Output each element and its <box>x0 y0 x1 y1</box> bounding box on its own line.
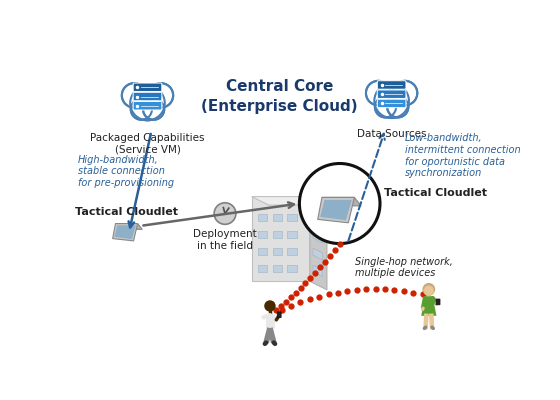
Polygon shape <box>313 231 323 243</box>
FancyBboxPatch shape <box>129 92 166 106</box>
FancyBboxPatch shape <box>133 83 162 92</box>
Circle shape <box>387 96 408 118</box>
Circle shape <box>393 81 417 105</box>
Polygon shape <box>252 197 327 205</box>
FancyBboxPatch shape <box>287 231 297 238</box>
Polygon shape <box>313 248 323 260</box>
Polygon shape <box>114 225 136 239</box>
FancyBboxPatch shape <box>133 102 162 110</box>
Text: Low-bandwidth,
intermittent connection
for oportunistic data
synchronization: Low-bandwidth, intermittent connection f… <box>405 133 520 178</box>
FancyBboxPatch shape <box>133 92 162 101</box>
Circle shape <box>214 203 236 224</box>
FancyBboxPatch shape <box>374 89 410 104</box>
Polygon shape <box>252 197 310 281</box>
Circle shape <box>424 286 434 296</box>
Text: Deployment
in the field: Deployment in the field <box>193 229 257 250</box>
FancyBboxPatch shape <box>377 99 406 108</box>
FancyBboxPatch shape <box>377 90 406 98</box>
Circle shape <box>374 84 409 118</box>
FancyBboxPatch shape <box>273 265 282 272</box>
Circle shape <box>366 81 390 105</box>
Circle shape <box>422 283 435 296</box>
Polygon shape <box>310 197 327 290</box>
FancyBboxPatch shape <box>287 248 297 255</box>
FancyBboxPatch shape <box>436 299 440 305</box>
Circle shape <box>300 164 380 244</box>
Polygon shape <box>421 296 436 316</box>
FancyBboxPatch shape <box>273 231 282 238</box>
FancyBboxPatch shape <box>273 214 282 221</box>
Text: Data Sources: Data Sources <box>357 129 426 139</box>
Text: High-bandwidth,
stable connection
for pre-provisioning: High-bandwidth, stable connection for pr… <box>78 154 174 188</box>
FancyBboxPatch shape <box>258 231 267 238</box>
FancyBboxPatch shape <box>258 214 267 221</box>
Text: Tactical Cloudlet: Tactical Cloudlet <box>75 207 178 217</box>
Polygon shape <box>313 265 323 277</box>
Circle shape <box>122 83 146 108</box>
Circle shape <box>375 96 396 118</box>
Polygon shape <box>320 200 352 220</box>
Polygon shape <box>115 224 142 229</box>
Text: Central Core
(Enterprise Cloud): Central Core (Enterprise Cloud) <box>201 79 358 114</box>
Circle shape <box>143 99 164 120</box>
Polygon shape <box>113 224 138 241</box>
FancyBboxPatch shape <box>377 81 406 89</box>
Text: Single-hop network,
multiple devices: Single-hop network, multiple devices <box>355 257 453 278</box>
Circle shape <box>130 86 165 120</box>
FancyBboxPatch shape <box>258 248 267 255</box>
FancyBboxPatch shape <box>287 214 297 221</box>
Polygon shape <box>313 214 323 226</box>
FancyBboxPatch shape <box>273 248 282 255</box>
Text: Tactical Cloudlet: Tactical Cloudlet <box>384 188 487 198</box>
Circle shape <box>130 99 152 120</box>
Text: Packaged Capabilities
(Service VM): Packaged Capabilities (Service VM) <box>90 133 205 154</box>
Polygon shape <box>322 197 361 206</box>
Circle shape <box>148 83 173 108</box>
Circle shape <box>264 300 276 312</box>
Polygon shape <box>318 197 354 223</box>
FancyBboxPatch shape <box>287 265 297 272</box>
FancyBboxPatch shape <box>258 265 267 272</box>
FancyBboxPatch shape <box>277 312 281 318</box>
